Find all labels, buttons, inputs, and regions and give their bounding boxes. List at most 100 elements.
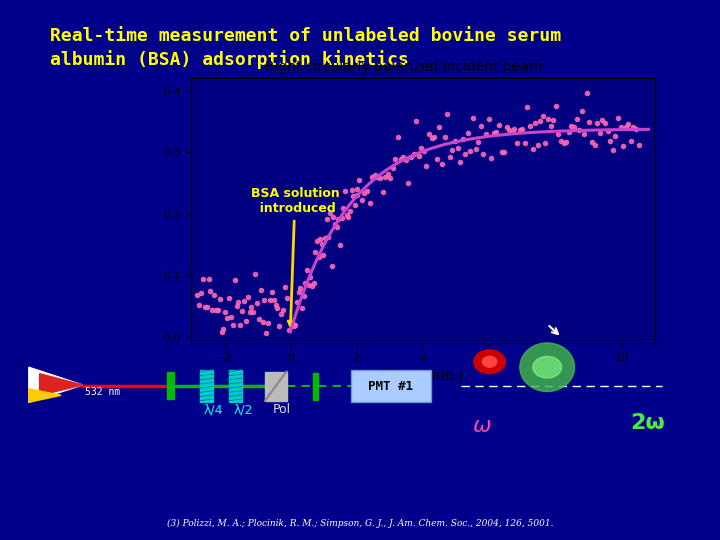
Point <box>328 213 339 221</box>
Point <box>400 156 412 164</box>
Point <box>288 322 300 330</box>
Point <box>359 188 370 197</box>
Point <box>503 126 515 134</box>
Point <box>312 253 324 261</box>
Point <box>246 303 257 312</box>
Point <box>534 117 546 126</box>
Point <box>323 233 334 241</box>
Point <box>496 147 508 156</box>
Point <box>351 191 362 199</box>
Point <box>532 141 544 150</box>
Point <box>197 275 209 284</box>
Point <box>349 201 361 210</box>
Point <box>584 117 595 126</box>
Point <box>467 113 479 122</box>
Point <box>506 126 518 135</box>
Point <box>225 313 237 321</box>
Point <box>318 251 329 259</box>
Point <box>436 160 448 168</box>
Text: Pol: Pol <box>273 403 292 416</box>
Point <box>545 122 557 130</box>
Point <box>257 318 269 326</box>
Point <box>369 171 381 180</box>
Point <box>223 294 235 302</box>
Point <box>415 144 427 152</box>
Point <box>331 222 343 231</box>
Point <box>235 321 246 329</box>
Point <box>612 114 624 123</box>
Point <box>553 130 564 139</box>
Point <box>377 187 388 196</box>
Point <box>610 131 621 140</box>
Point <box>348 191 359 200</box>
Point <box>298 292 310 300</box>
Point <box>630 124 642 133</box>
Text: BSA solution
  introduced: BSA solution introduced <box>251 187 339 326</box>
Point <box>490 127 502 136</box>
Point <box>251 299 263 307</box>
Point <box>287 318 298 326</box>
Point <box>457 135 469 144</box>
Point <box>203 274 215 283</box>
Point <box>633 140 644 149</box>
Point <box>625 137 636 146</box>
Point <box>249 270 261 279</box>
Bar <box>200 370 213 402</box>
Point <box>344 207 356 215</box>
Point <box>576 106 588 115</box>
Point <box>390 154 401 163</box>
Point <box>343 213 354 221</box>
Point <box>579 130 590 138</box>
Point <box>238 297 250 306</box>
Point <box>568 123 580 131</box>
Point <box>615 123 626 131</box>
Text: Right circularly polarized incident beam: Right circularly polarized incident beam <box>264 60 542 75</box>
Point <box>519 138 531 147</box>
Point <box>356 196 368 205</box>
Point <box>244 308 256 316</box>
Point <box>339 186 351 195</box>
Point <box>392 133 404 141</box>
Point <box>372 172 383 181</box>
Point <box>326 262 338 271</box>
Point <box>581 89 593 98</box>
Point <box>307 279 319 287</box>
Point <box>423 129 435 138</box>
Point <box>521 103 533 112</box>
Point <box>599 119 611 128</box>
Point <box>268 296 279 305</box>
Point <box>283 326 294 334</box>
Point <box>300 279 311 287</box>
Point <box>220 307 231 316</box>
Point <box>253 315 265 323</box>
Point <box>192 291 203 300</box>
Point <box>374 173 386 182</box>
Bar <box>167 372 174 399</box>
Point <box>459 150 471 159</box>
Point <box>617 142 629 151</box>
Point <box>274 321 285 330</box>
Point <box>451 144 463 153</box>
Point <box>628 123 639 132</box>
Point <box>201 302 212 311</box>
Point <box>321 214 333 223</box>
Point <box>212 306 224 314</box>
Point <box>338 204 349 212</box>
Point <box>529 119 541 127</box>
Point <box>514 126 526 134</box>
Point <box>276 309 287 318</box>
Point <box>293 287 305 296</box>
Point <box>428 132 440 141</box>
Point <box>258 295 270 304</box>
Text: (3) Polizzi, M. A.; Plocinik, R. M.; Simpson, G. J., J. Am. Chem. Soc., 2004, 12: (3) Polizzi, M. A.; Plocinik, R. M.; Sim… <box>167 519 553 528</box>
Point <box>194 301 205 309</box>
Point <box>537 112 549 120</box>
Point <box>413 151 425 160</box>
Point <box>291 298 302 307</box>
Point <box>597 116 608 125</box>
Point <box>509 125 521 133</box>
Point <box>333 215 344 224</box>
Point <box>334 240 346 249</box>
Point <box>431 154 443 163</box>
Point <box>607 146 618 154</box>
